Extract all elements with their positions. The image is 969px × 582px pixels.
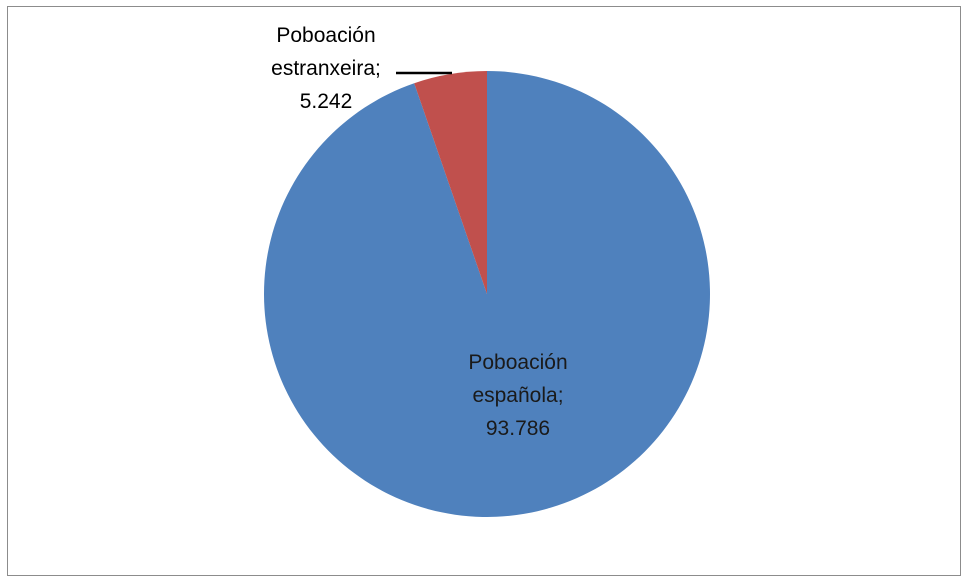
labels-layer: Poboación española; 93.786 Poboación estranx… — [271, 24, 567, 440]
slice-label-poboacion-estranxeira: Poboación estranxeira; 5.242 — [271, 24, 381, 113]
pie-slice-poboacion-estranxeira — [414, 71, 487, 294]
slice-label-poboacion-espanola: Poboación española; 93.786 — [468, 351, 567, 440]
slices-layer — [264, 71, 710, 517]
pie-slice-poboacion-espanola — [264, 71, 710, 517]
